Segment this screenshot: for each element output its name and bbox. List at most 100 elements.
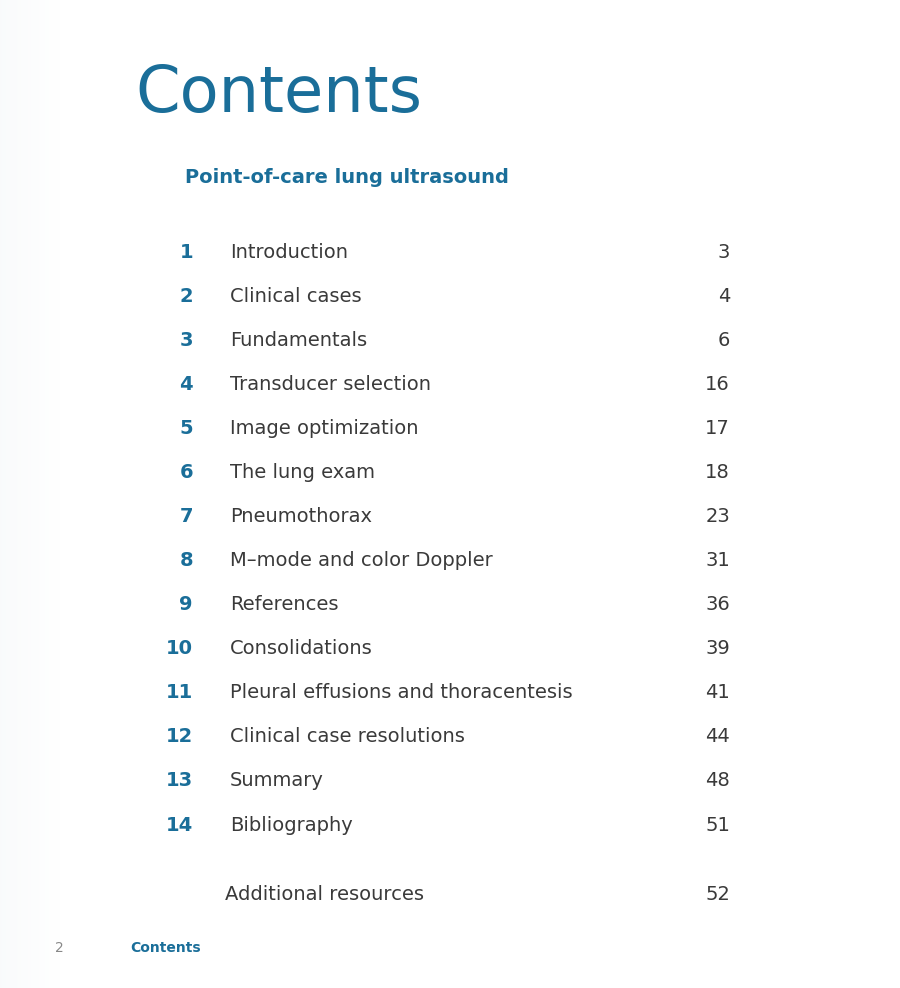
Bar [6, 0, 7, 988]
Text: 10: 10 [166, 639, 193, 658]
Bar [40, 0, 41, 988]
Bar [32, 0, 33, 988]
Bar [29, 0, 30, 988]
Text: 52: 52 [705, 884, 730, 903]
Bar [47, 0, 48, 988]
Bar [23, 0, 24, 988]
Bar [59, 0, 60, 988]
Text: Image optimization: Image optimization [230, 420, 418, 439]
Text: References: References [230, 596, 338, 615]
Text: 4: 4 [717, 288, 730, 306]
Text: Pleural effusions and thoracentesis: Pleural effusions and thoracentesis [230, 684, 572, 702]
Bar [17, 0, 18, 988]
Bar [11, 0, 12, 988]
Bar [7, 0, 8, 988]
Bar [37, 0, 38, 988]
Text: 44: 44 [706, 727, 730, 747]
Bar [25, 0, 26, 988]
Bar [3, 0, 4, 988]
Text: M–mode and color Doppler: M–mode and color Doppler [230, 551, 493, 570]
Bar [58, 0, 59, 988]
Bar [46, 0, 47, 988]
Text: Summary: Summary [230, 772, 324, 790]
Bar [0, 0, 1, 988]
Text: Transducer selection: Transducer selection [230, 375, 431, 394]
Bar [54, 0, 55, 988]
Bar [42, 0, 43, 988]
Bar [35, 0, 36, 988]
Text: Pneumothorax: Pneumothorax [230, 508, 372, 527]
Text: 7: 7 [179, 508, 193, 527]
Bar [34, 0, 35, 988]
Text: 2: 2 [55, 941, 64, 955]
Bar [44, 0, 45, 988]
Text: 18: 18 [706, 463, 730, 482]
Text: 17: 17 [706, 420, 730, 439]
Bar [27, 0, 28, 988]
Bar [24, 0, 25, 988]
Bar [49, 0, 50, 988]
Bar [45, 0, 46, 988]
Text: 36: 36 [706, 596, 730, 615]
Text: Consolidations: Consolidations [230, 639, 373, 658]
Text: 51: 51 [705, 815, 730, 835]
Bar [2, 0, 3, 988]
Text: 39: 39 [706, 639, 730, 658]
Text: 3: 3 [717, 243, 730, 263]
Text: 2: 2 [179, 288, 193, 306]
Bar [30, 0, 31, 988]
Text: 3: 3 [179, 332, 193, 351]
Bar [1, 0, 2, 988]
Bar [9, 0, 10, 988]
Bar [18, 0, 19, 988]
Text: 6: 6 [179, 463, 193, 482]
Text: 48: 48 [706, 772, 730, 790]
Bar [13, 0, 14, 988]
Text: Point-of-care lung ultrasound: Point-of-care lung ultrasound [185, 168, 508, 187]
Bar [5, 0, 6, 988]
Text: Contents: Contents [135, 63, 422, 125]
Bar [48, 0, 49, 988]
Text: Introduction: Introduction [230, 243, 348, 263]
Bar [26, 0, 27, 988]
Bar [36, 0, 37, 988]
Bar [20, 0, 21, 988]
Text: 9: 9 [179, 596, 193, 615]
Text: 5: 5 [179, 420, 193, 439]
Text: 16: 16 [706, 375, 730, 394]
Bar [33, 0, 34, 988]
Bar [10, 0, 11, 988]
Text: The lung exam: The lung exam [230, 463, 375, 482]
Bar [50, 0, 51, 988]
Bar [19, 0, 20, 988]
Text: 8: 8 [179, 551, 193, 570]
Text: 14: 14 [166, 815, 193, 835]
Text: 11: 11 [166, 684, 193, 702]
Text: Additional resources: Additional resources [225, 884, 424, 903]
Bar [31, 0, 32, 988]
Bar [12, 0, 13, 988]
Text: 31: 31 [706, 551, 730, 570]
Text: 1: 1 [179, 243, 193, 263]
Bar [4, 0, 5, 988]
Text: Clinical cases: Clinical cases [230, 288, 362, 306]
Bar [22, 0, 23, 988]
Bar [56, 0, 57, 988]
Bar [14, 0, 15, 988]
Bar [55, 0, 56, 988]
Text: 4: 4 [179, 375, 193, 394]
Bar [53, 0, 54, 988]
Text: Bibliography: Bibliography [230, 815, 353, 835]
Bar [57, 0, 58, 988]
Bar [8, 0, 9, 988]
Bar [28, 0, 29, 988]
Text: 13: 13 [166, 772, 193, 790]
Text: 23: 23 [706, 508, 730, 527]
Bar [21, 0, 22, 988]
Bar [51, 0, 52, 988]
Bar [41, 0, 42, 988]
Text: Contents: Contents [130, 941, 201, 955]
Bar [15, 0, 16, 988]
Text: Fundamentals: Fundamentals [230, 332, 367, 351]
Bar [43, 0, 44, 988]
